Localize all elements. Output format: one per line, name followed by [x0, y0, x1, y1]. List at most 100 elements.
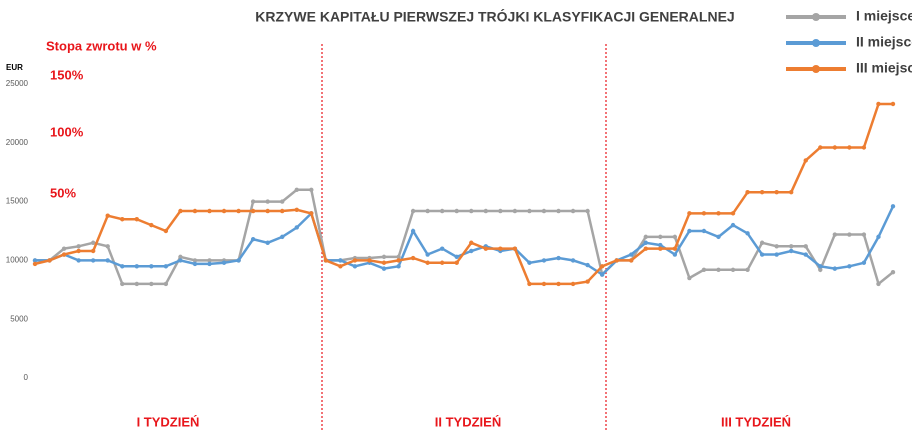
y-axis-label: EUR — [6, 63, 23, 72]
data-point — [585, 208, 590, 214]
data-point — [439, 208, 445, 214]
data-point — [338, 258, 343, 263]
data-point — [730, 222, 736, 228]
data-point — [774, 244, 779, 249]
data-point — [716, 234, 721, 240]
data-point — [498, 208, 503, 214]
data-point — [236, 208, 241, 214]
data-point — [745, 231, 750, 236]
data-point — [541, 258, 547, 263]
data-point — [585, 279, 590, 284]
data-point — [803, 252, 808, 257]
data-point — [687, 211, 692, 216]
data-point — [134, 281, 139, 287]
data-point — [294, 225, 299, 230]
data-point — [425, 260, 430, 265]
data-point — [163, 264, 169, 269]
data-point — [265, 208, 270, 214]
data-point — [570, 258, 576, 263]
data-point — [890, 204, 896, 209]
data-point — [410, 255, 416, 261]
data-point — [250, 199, 256, 204]
data-point — [425, 208, 430, 214]
data-point — [454, 254, 459, 260]
data-point — [818, 264, 823, 269]
y-tick-label: 5000 — [10, 314, 28, 323]
data-point — [149, 264, 154, 269]
data-point — [643, 240, 648, 245]
data-point — [120, 217, 125, 222]
data-point — [207, 261, 212, 267]
data-point — [789, 248, 794, 254]
data-point — [716, 211, 721, 216]
data-point — [90, 240, 96, 245]
data-point — [876, 101, 881, 107]
data-point — [149, 281, 154, 287]
y-tick-label: 0 — [24, 373, 29, 382]
data-point — [381, 260, 387, 265]
data-point — [672, 252, 678, 257]
data-point — [629, 252, 634, 257]
data-point — [687, 228, 692, 234]
data-point — [890, 269, 896, 275]
data-point — [367, 258, 372, 263]
data-point — [120, 264, 125, 269]
data-point — [323, 258, 329, 263]
data-point — [396, 258, 401, 263]
data-point — [774, 189, 779, 195]
data-point — [410, 228, 416, 234]
data-point — [265, 199, 270, 204]
data-point — [716, 267, 721, 273]
data-point — [439, 260, 445, 265]
data-point — [309, 211, 314, 216]
data-point — [876, 281, 881, 287]
data-point — [381, 266, 387, 271]
data-point — [890, 101, 896, 107]
data-point — [614, 258, 619, 263]
data-point — [832, 266, 838, 271]
annotation: 150% — [50, 67, 84, 82]
data-point — [105, 213, 110, 218]
data-point — [90, 258, 96, 263]
data-point — [556, 281, 561, 287]
data-point — [309, 187, 314, 193]
y-tick-label: 15000 — [6, 197, 29, 206]
data-point — [527, 208, 532, 214]
data-point — [207, 258, 212, 263]
data-point — [774, 252, 779, 257]
data-point — [701, 267, 707, 273]
data-point — [469, 248, 474, 254]
data-point — [178, 208, 183, 214]
data-point — [803, 244, 808, 249]
data-point — [730, 267, 736, 273]
data-point — [352, 258, 358, 263]
data-point — [265, 240, 270, 245]
data-point — [90, 248, 96, 254]
data-point — [338, 264, 343, 269]
data-point — [192, 208, 198, 214]
data-point — [454, 260, 459, 265]
legend-label: III miejsce — [856, 60, 912, 76]
data-point — [76, 258, 81, 263]
week-label: I TYDZIEŃ — [137, 414, 200, 429]
data-point — [818, 267, 823, 273]
data-point — [178, 254, 183, 260]
data-point — [396, 264, 401, 269]
data-point — [847, 145, 852, 150]
series-line — [35, 205, 895, 277]
data-point — [585, 262, 590, 268]
data-point — [861, 145, 867, 150]
data-point — [454, 208, 459, 214]
data-point — [483, 208, 489, 214]
data-point — [236, 258, 241, 263]
data-point — [759, 252, 765, 257]
data-point — [512, 208, 518, 214]
data-point — [759, 189, 765, 195]
y-tick-label: 25000 — [6, 79, 29, 88]
y-tick-label: 10000 — [6, 256, 29, 265]
week-label: II TYDZIEŃ — [435, 414, 501, 429]
data-point — [280, 208, 285, 214]
data-point — [832, 232, 838, 237]
data-point — [658, 242, 663, 248]
